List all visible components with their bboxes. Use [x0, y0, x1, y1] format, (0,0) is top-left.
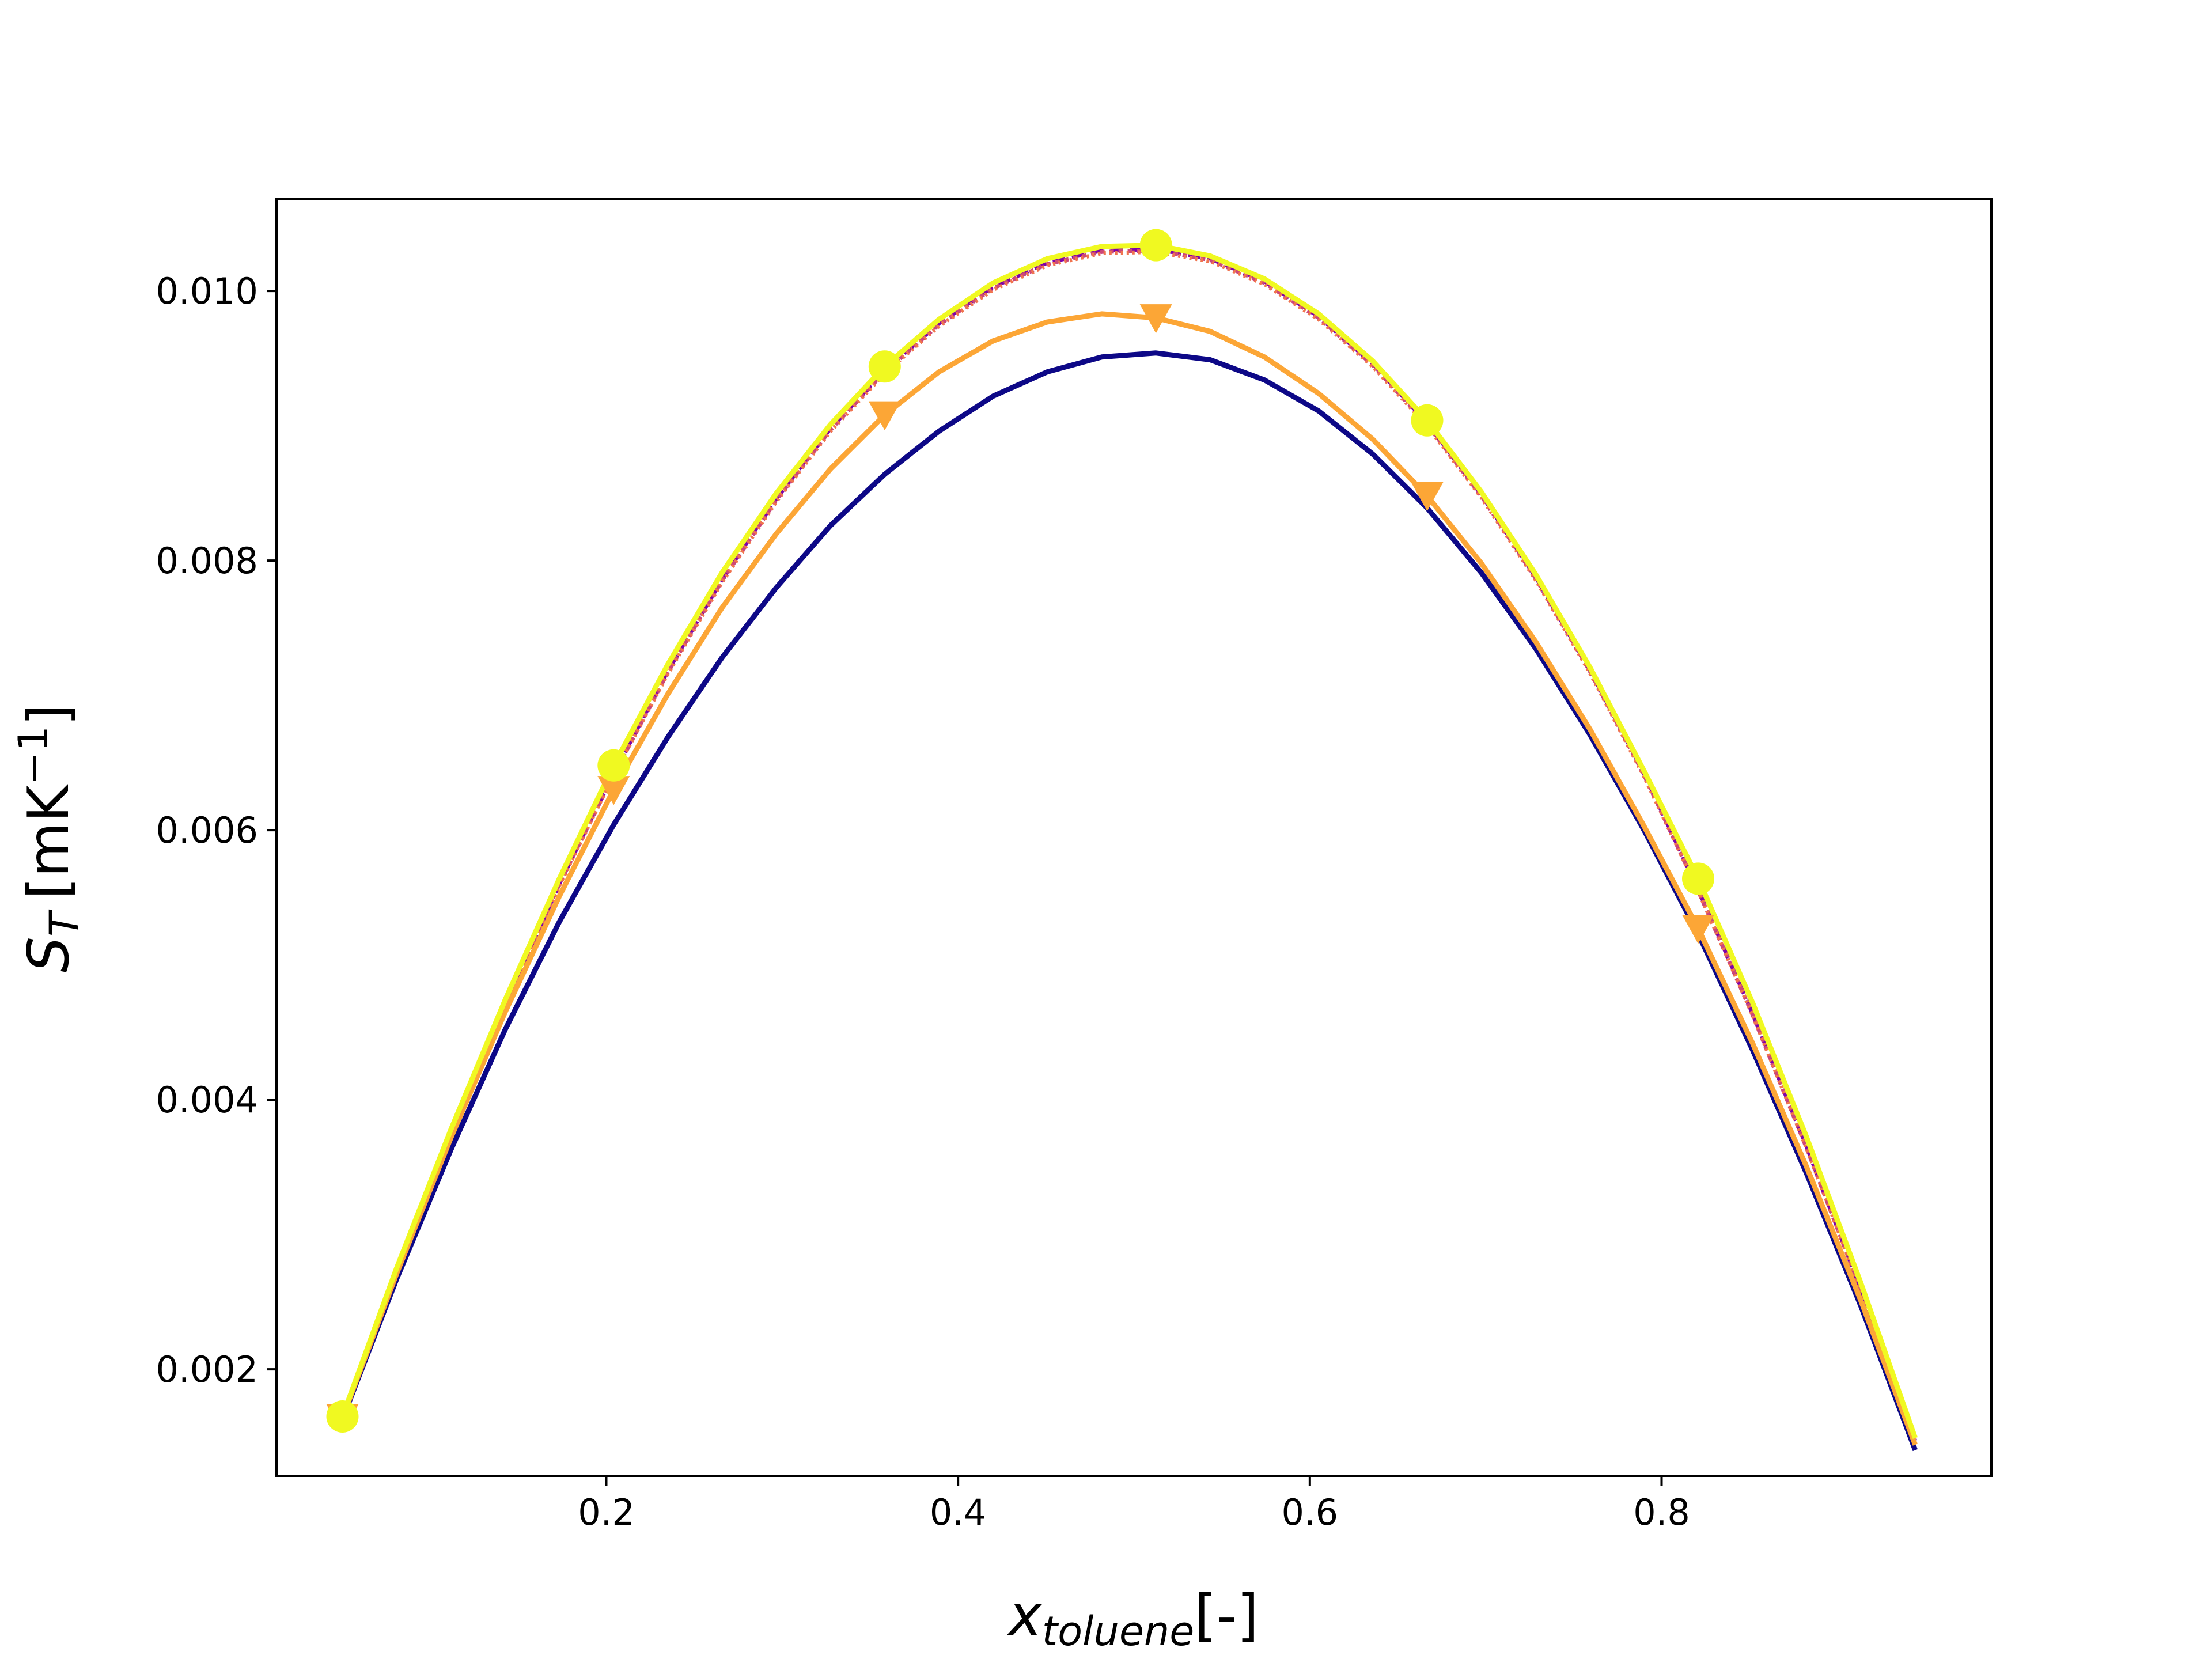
y-tick-label: 0.006	[156, 809, 259, 851]
series-6-circle-marker	[326, 1400, 359, 1433]
x-axis-label: xtoluene[-]	[1007, 1583, 1259, 1655]
y-tick-label: 0.010	[156, 270, 259, 312]
y-tick-label: 0.004	[156, 1079, 259, 1121]
x-axis-label-main: x	[1007, 1583, 1043, 1649]
plot-frame	[275, 198, 1993, 1477]
series-5-triangle-marker	[1139, 304, 1172, 334]
x-axis-label-suffix: [-]	[1194, 1583, 1259, 1649]
y-axis-ticks: 0.002 0.004 0.006 0.008 0.010	[156, 270, 276, 1391]
series-5-triangle-marker	[868, 401, 901, 431]
y-axis-label-main: S	[16, 937, 82, 972]
x-tick-label: 0.4	[930, 1491, 987, 1533]
y-axis-label-close: ]	[16, 704, 82, 726]
series-6-circle-marker	[1411, 404, 1444, 437]
series-5-triangle-marker	[1682, 915, 1715, 944]
y-tick-label: 0.002	[156, 1349, 259, 1391]
series-line-5	[340, 311, 1918, 1446]
marker-layer	[326, 229, 1715, 1433]
x-axis-label-subscript: toluene	[1042, 1608, 1195, 1655]
x-tick-label: 0.6	[1282, 1491, 1339, 1533]
y-axis-label-unit: [mK	[16, 784, 82, 900]
y-axis-label-subscript: T	[41, 909, 88, 937]
series-line-4	[340, 249, 1918, 1442]
series-6-circle-marker	[868, 350, 901, 383]
x-tick-label: 0.2	[578, 1491, 635, 1533]
series-6-circle-marker	[1682, 862, 1714, 895]
x-axis-ticks: 0.2 0.4 0.6 0.8	[578, 1476, 1690, 1533]
series-5-triangle-marker	[597, 776, 630, 805]
series-6-circle-marker	[597, 749, 630, 782]
series-6-circle-marker	[1139, 229, 1172, 262]
series-5-triangle-marker	[1411, 482, 1444, 512]
y-axis-label: ST [mK−1]	[10, 704, 88, 972]
y-axis-label-superscript: −1	[10, 726, 57, 785]
y-tick-label: 0.008	[156, 540, 259, 582]
x-tick-label: 0.8	[1633, 1491, 1690, 1533]
